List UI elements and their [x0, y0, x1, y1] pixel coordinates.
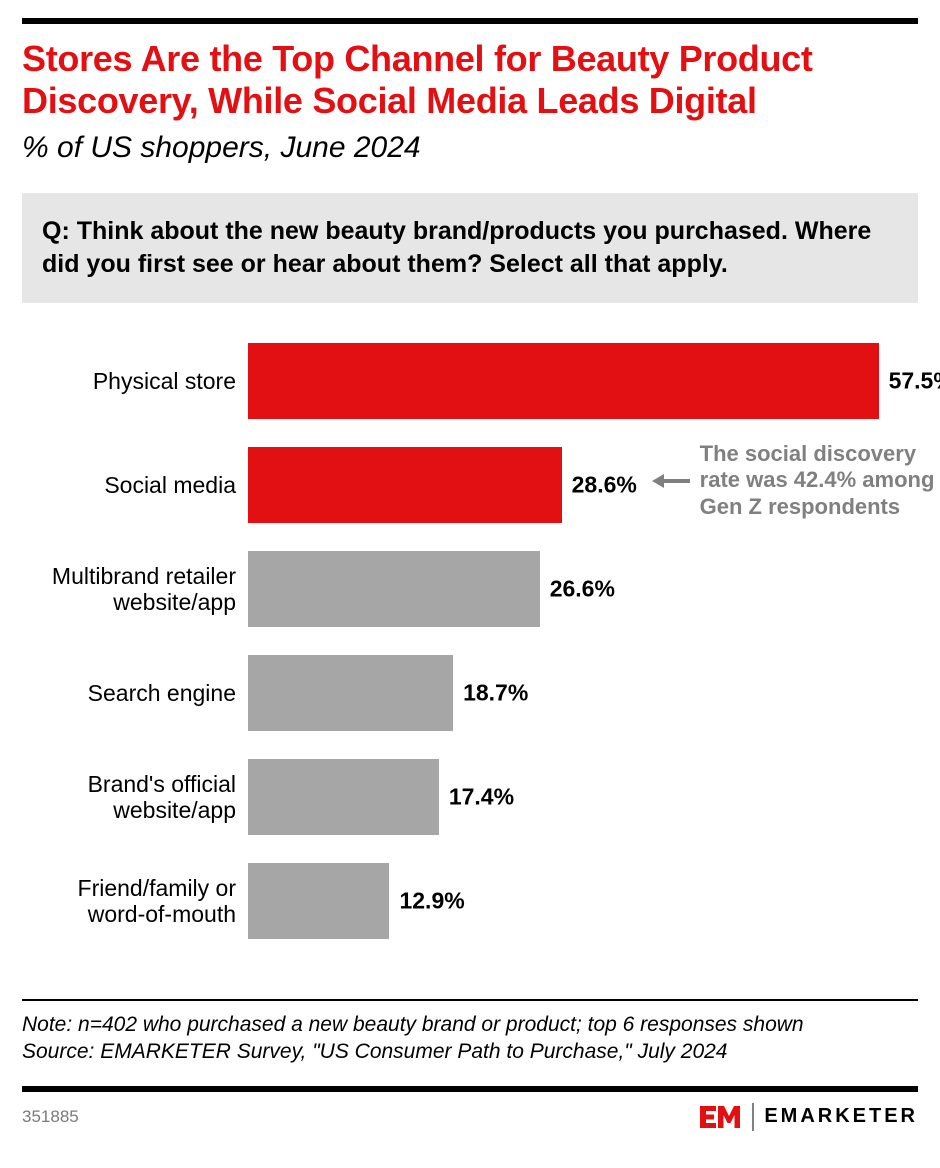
bar-value: 18.7% [463, 679, 528, 706]
bar-label: Brand's official website/app [22, 771, 248, 824]
chart-row: Multibrand retailer website/app 26.6% [22, 551, 918, 627]
annotation-text: The social discovery rate was 42.4% amon… [700, 441, 940, 520]
bar-label: Friend/family or word-of-mouth [22, 875, 248, 928]
bar-value: 26.6% [550, 575, 615, 602]
chart-subtitle: % of US shoppers, June 2024 [22, 131, 918, 165]
bar [248, 343, 879, 419]
footer: 351885 EMARKETER [0, 1092, 940, 1132]
bar-label: Multibrand retailer website/app [22, 563, 248, 616]
bar-value: 28.6% [572, 471, 637, 498]
chart-row: Physical store57.5% [22, 343, 918, 419]
bar-cell: 12.9% [248, 863, 918, 939]
annotation: The social discovery rate was 42.4% amon… [652, 441, 940, 520]
infographic-container: Stores Are the Top Channel for Beauty Pr… [0, 18, 940, 1132]
bar-label: Social media [22, 472, 248, 498]
logo-divider [752, 1103, 754, 1131]
bar [248, 447, 562, 523]
source-text: Source: EMARKETER Survey, "US Consumer P… [22, 1038, 918, 1065]
chart-title: Stores Are the Top Channel for Beauty Pr… [22, 38, 918, 123]
chart-row: Brand's official website/app 17.4% [22, 759, 918, 835]
brand-name: EMARKETER [764, 1105, 918, 1128]
bar [248, 655, 453, 731]
bar [248, 551, 540, 627]
chart-row: Search engine 18.7% [22, 655, 918, 731]
bar-cell: 57.5% [248, 343, 918, 419]
bar-cell: 26.6% [248, 551, 918, 627]
bar-chart: Physical store57.5% Social media 28.6% Mult… [22, 343, 918, 959]
chart-row: Friend/family or word-of-mouth 12.9% [22, 863, 918, 939]
bar-label: Physical store [22, 368, 248, 394]
chart-id: 351885 [22, 1107, 79, 1127]
bar-cell: 17.4% [248, 759, 918, 835]
brand-logo: EMARKETER [698, 1102, 918, 1132]
question-text: Q: Think about the new beauty brand/prod… [42, 215, 898, 281]
note-text: Note: n=402 who purchased a new beauty b… [22, 1011, 918, 1038]
arrow-left-icon [652, 469, 692, 493]
bar-cell: 18.7% [248, 655, 918, 731]
bar-value: 17.4% [449, 783, 514, 810]
header: Stores Are the Top Channel for Beauty Pr… [0, 24, 940, 175]
notes-block: Note: n=402 who purchased a new beauty b… [0, 1001, 940, 1082]
bar [248, 759, 439, 835]
bar-label: Search engine [22, 680, 248, 706]
bar [248, 863, 389, 939]
question-box: Q: Think about the new beauty brand/prod… [22, 193, 918, 303]
bar-value: 57.5% [889, 367, 940, 394]
bar-value: 12.9% [399, 887, 464, 914]
emarketer-mark-icon [698, 1102, 742, 1132]
